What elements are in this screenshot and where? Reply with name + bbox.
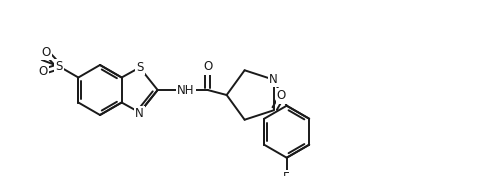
Text: O: O (42, 46, 51, 59)
Text: O: O (39, 65, 48, 78)
Text: O: O (202, 61, 212, 74)
Text: N: N (269, 73, 278, 86)
Text: O: O (276, 89, 286, 102)
Text: S: S (136, 61, 143, 74)
Text: F: F (283, 171, 290, 176)
Text: S: S (56, 60, 63, 73)
Text: NH: NH (176, 83, 194, 96)
Text: N: N (135, 107, 144, 120)
